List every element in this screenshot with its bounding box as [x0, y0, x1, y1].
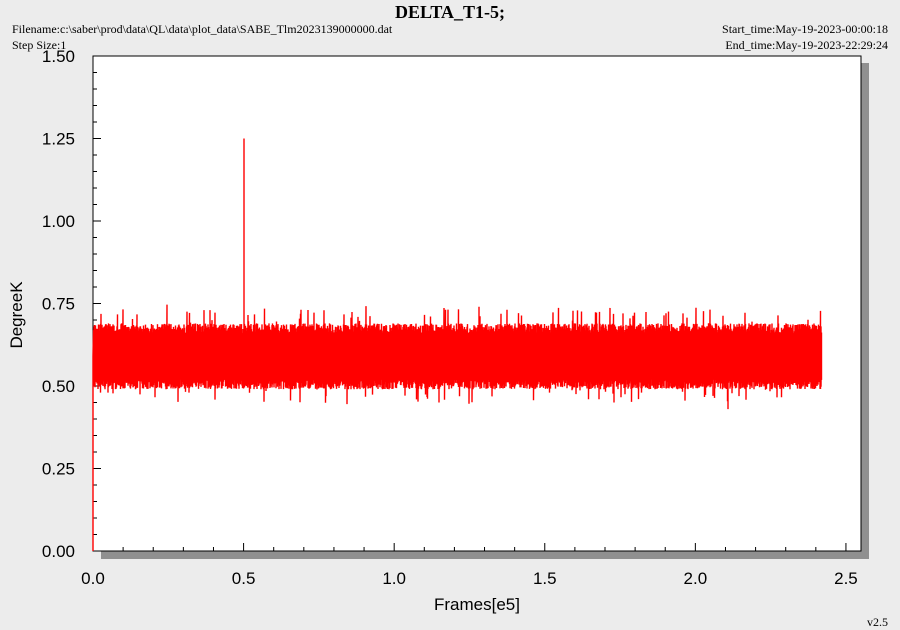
- axes-group: 0.00 0.25 0.50 0.75 1.00 1.25 1.50 0.0 0.5 1.0 1.5…: [42, 47, 858, 588]
- y-axis-label: DegreeK: [7, 281, 26, 349]
- y-tick-label: 0.50: [42, 377, 75, 396]
- series-layer: [92, 138, 823, 551]
- version-label: v2.5: [867, 615, 888, 629]
- y-tick-label: 0.00: [42, 542, 75, 561]
- series-line: [92, 138, 823, 551]
- start-time-label: Start_time:May-19-2023-00:00:18: [722, 22, 888, 36]
- x-axis-label: Frames[e5]: [434, 595, 520, 614]
- x-tick-label: 2.0: [684, 569, 708, 588]
- x-tick-label: 1.0: [382, 569, 406, 588]
- y-tick-label: 0.75: [42, 295, 75, 314]
- x-tick-label: 0.5: [232, 569, 256, 588]
- y-tick-label: 1.25: [42, 130, 75, 149]
- y-tick-label: 0.25: [42, 460, 75, 479]
- end-time-label: End_time:May-19-2023-22:29:24: [725, 38, 888, 52]
- step-size-label: Step Size:1: [12, 38, 67, 52]
- x-tick-label: 0.0: [81, 569, 105, 588]
- y-tick-label: 1.50: [42, 47, 75, 66]
- filename-label: Filename:c:\saber\prod\data\QL\data\plot…: [12, 22, 393, 36]
- x-tick-label: 1.5: [533, 569, 557, 588]
- x-tick-label: 2.5: [834, 569, 858, 588]
- y-tick-label: 1.00: [42, 212, 75, 231]
- plot-area: [92, 55, 862, 552]
- chart-title: DELTA_T1-5;: [394, 2, 506, 22]
